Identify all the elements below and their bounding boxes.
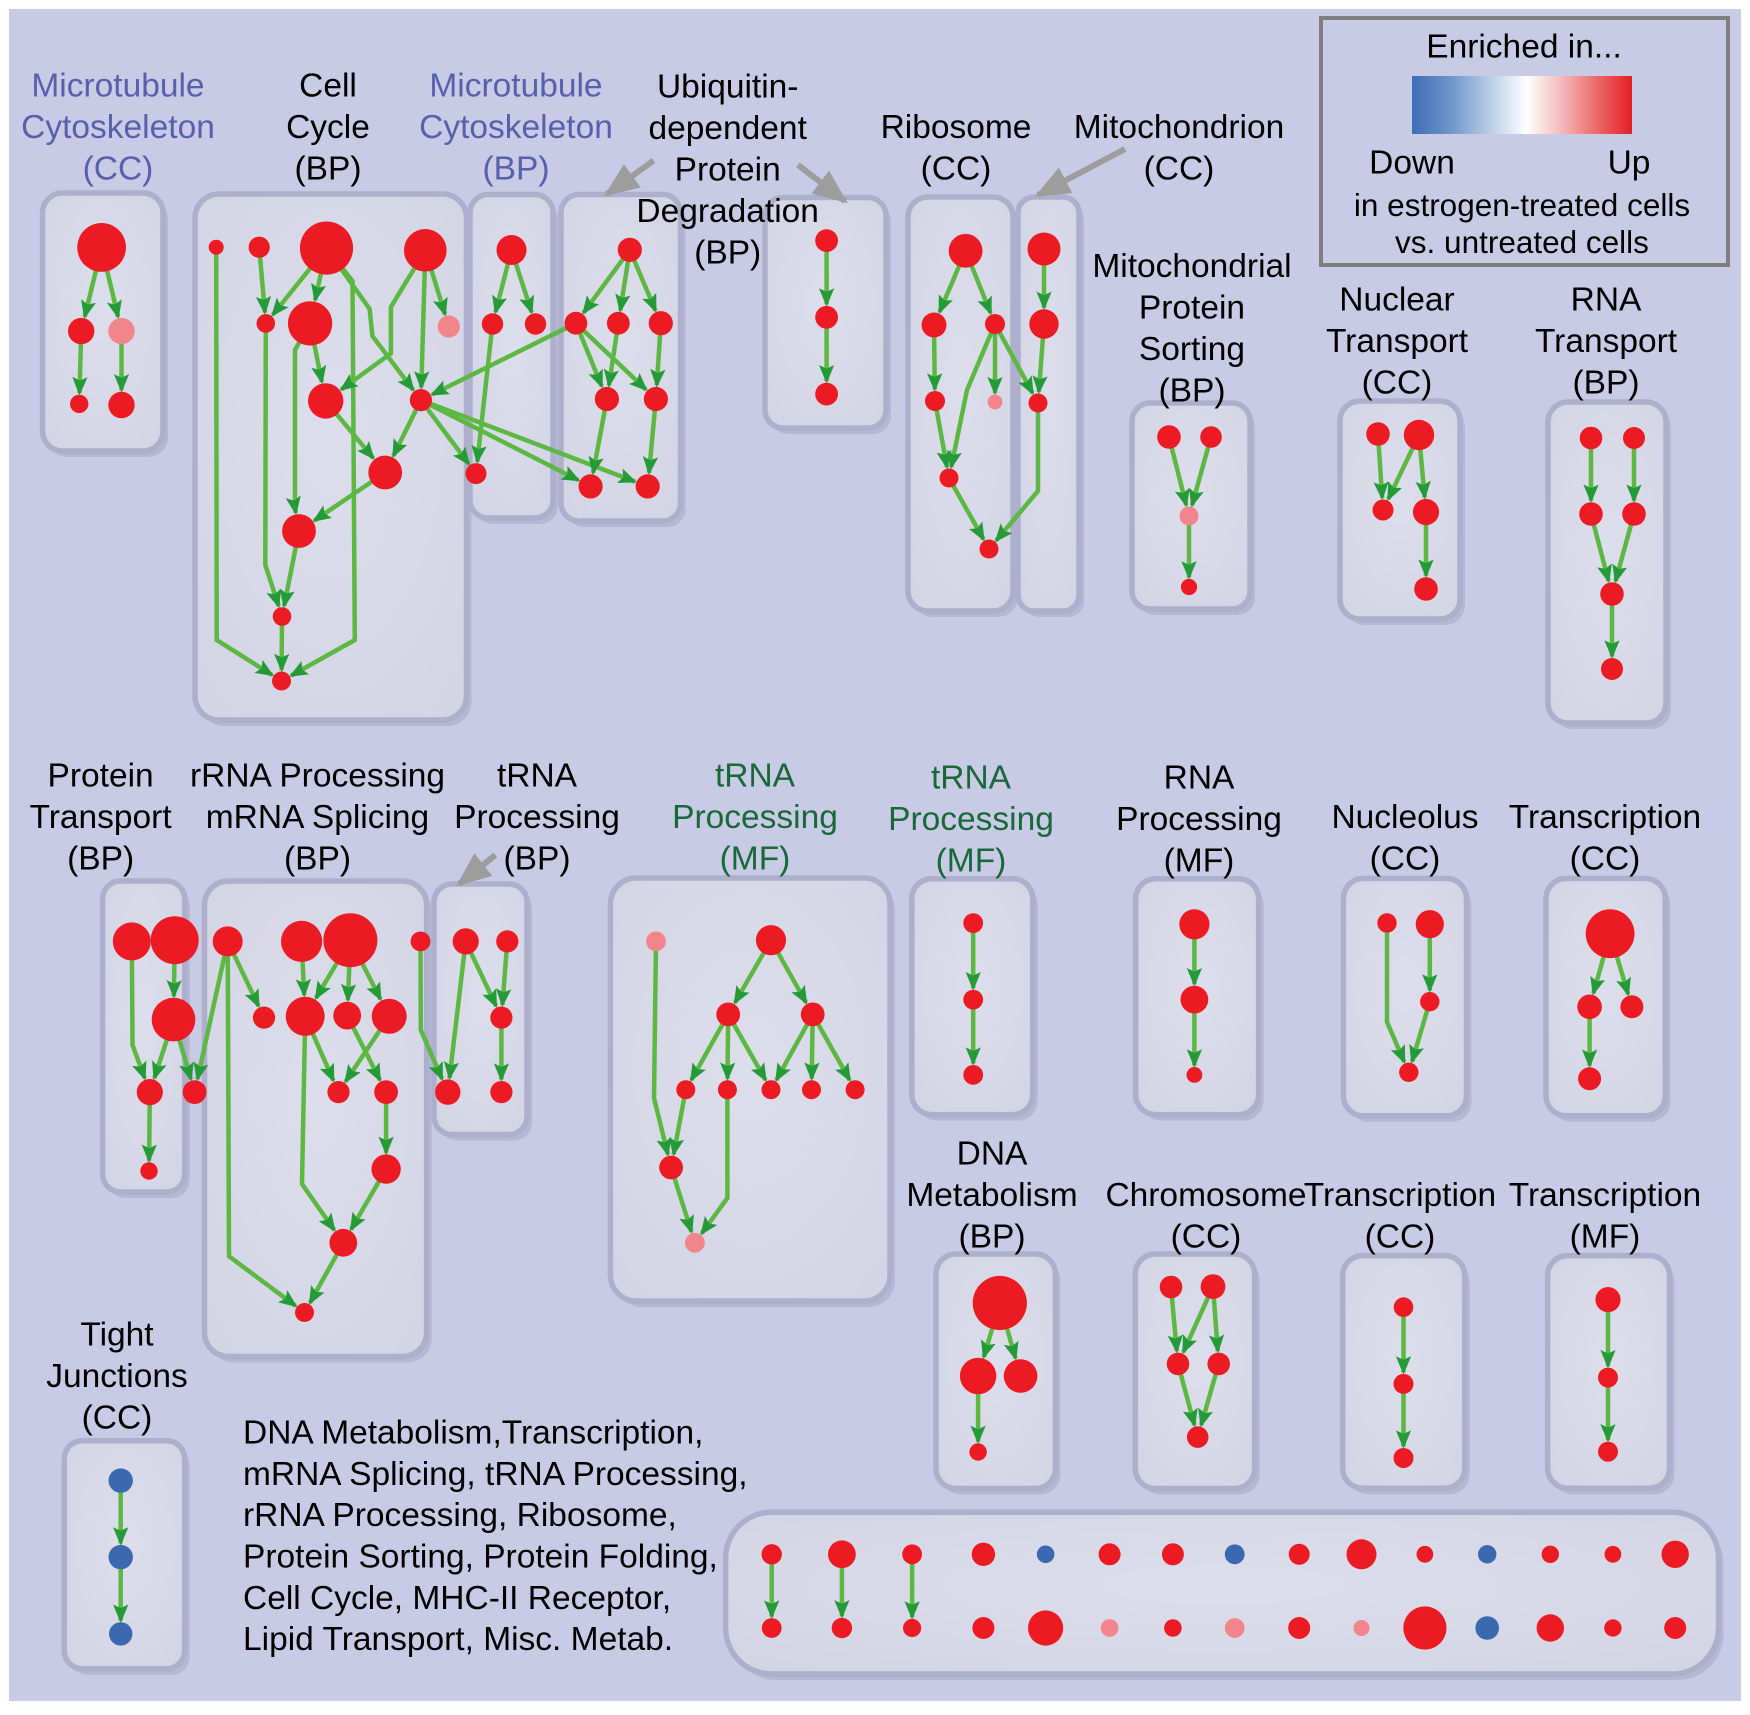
svg-text:DNA Metabolism,Transcription,: DNA Metabolism,Transcription, <box>243 1415 703 1452</box>
svg-text:(CC): (CC) <box>83 151 154 188</box>
svg-text:Transport: Transport <box>30 799 173 836</box>
svg-text:Sorting: Sorting <box>1139 331 1245 368</box>
svg-text:DNA: DNA <box>957 1136 1028 1173</box>
svg-text:Transport: Transport <box>1326 323 1469 360</box>
svg-text:(BP): (BP) <box>67 841 134 878</box>
svg-text:(BP): (BP) <box>959 1219 1026 1256</box>
svg-text:(BP): (BP) <box>504 841 571 878</box>
svg-text:Transcription: Transcription <box>1509 799 1701 836</box>
svg-text:Transcription: Transcription <box>1509 1177 1701 1214</box>
svg-text:Protein Sorting, Protein Foldi: Protein Sorting, Protein Folding, <box>243 1539 718 1576</box>
svg-text:(CC): (CC) <box>921 151 992 188</box>
svg-text:(BP): (BP) <box>1573 365 1640 402</box>
svg-text:(BP): (BP) <box>1159 373 1226 410</box>
svg-text:Ribosome: Ribosome <box>881 109 1032 146</box>
svg-text:(BP): (BP) <box>694 235 761 272</box>
svg-text:(CC): (CC) <box>1362 365 1433 402</box>
svg-text:Cell Cycle, MHC-II Receptor,: Cell Cycle, MHC-II Receptor, <box>243 1580 671 1617</box>
svg-text:(CC): (CC) <box>1144 151 1215 188</box>
svg-text:mRNA Splicing, tRNA Processing: mRNA Splicing, tRNA Processing, <box>243 1456 748 1493</box>
svg-text:tRNA: tRNA <box>931 760 1012 797</box>
svg-text:Mitochondrial: Mitochondrial <box>1092 248 1291 285</box>
svg-text:in estrogen-treated cells: in estrogen-treated cells <box>1354 187 1690 223</box>
svg-text:(CC): (CC) <box>82 1400 153 1437</box>
svg-text:Processing: Processing <box>888 801 1054 838</box>
svg-text:Lipid Transport, Misc. Metab.: Lipid Transport, Misc. Metab. <box>243 1621 673 1658</box>
svg-text:Microtubule: Microtubule <box>31 68 204 105</box>
svg-text:(CC): (CC) <box>1171 1219 1242 1256</box>
svg-text:Transcription: Transcription <box>1304 1177 1496 1214</box>
svg-text:Protein: Protein <box>675 152 781 189</box>
svg-text:Transport: Transport <box>1535 323 1678 360</box>
svg-text:mRNA Splicing: mRNA Splicing <box>206 799 429 836</box>
svg-text:Processing: Processing <box>1116 801 1282 838</box>
svg-text:Down: Down <box>1369 145 1455 182</box>
svg-text:(BP): (BP) <box>483 151 550 188</box>
svg-text:(CC): (CC) <box>1370 841 1441 878</box>
svg-text:(CC): (CC) <box>1570 841 1641 878</box>
svg-text:Degradation: Degradation <box>636 193 819 230</box>
svg-text:Processing: Processing <box>454 799 620 836</box>
svg-text:Cycle: Cycle <box>286 109 370 146</box>
svg-text:(MF): (MF) <box>936 843 1007 880</box>
svg-text:Cell: Cell <box>299 68 357 105</box>
svg-text:(MF): (MF) <box>1570 1219 1641 1256</box>
svg-text:Microtubule: Microtubule <box>429 68 602 105</box>
svg-text:Nucleolus: Nucleolus <box>1331 799 1478 836</box>
svg-text:Cytoskeleton: Cytoskeleton <box>21 109 215 146</box>
svg-text:Up: Up <box>1608 145 1651 182</box>
svg-text:Processing: Processing <box>672 799 838 836</box>
svg-text:Mitochondrion: Mitochondrion <box>1074 109 1284 146</box>
svg-text:Metabolism: Metabolism <box>906 1177 1077 1214</box>
svg-text:Cytoskeleton: Cytoskeleton <box>419 109 613 146</box>
svg-text:dependent: dependent <box>649 110 808 147</box>
svg-text:Protein: Protein <box>1139 290 1245 327</box>
svg-text:Protein: Protein <box>48 758 154 795</box>
svg-text:Junctions: Junctions <box>46 1358 188 1395</box>
svg-text:Ubiquitin-: Ubiquitin- <box>657 69 799 106</box>
svg-text:RNA: RNA <box>1571 282 1642 319</box>
svg-text:(CC): (CC) <box>1365 1219 1436 1256</box>
svg-text:rRNA Processing: rRNA Processing <box>190 758 445 795</box>
svg-text:(MF): (MF) <box>720 841 791 878</box>
svg-text:tRNA: tRNA <box>497 758 578 795</box>
svg-text:Enriched in...: Enriched in... <box>1426 29 1622 66</box>
svg-text:Tight: Tight <box>80 1317 154 1354</box>
svg-text:vs. untreated cells: vs. untreated cells <box>1395 224 1649 260</box>
svg-text:Chromosome: Chromosome <box>1105 1177 1306 1214</box>
svg-text:(MF): (MF) <box>1164 843 1235 880</box>
svg-text:(BP): (BP) <box>295 151 362 188</box>
svg-text:RNA: RNA <box>1164 760 1235 797</box>
svg-text:(BP): (BP) <box>284 841 351 878</box>
svg-text:rRNA Processing, Ribosome,: rRNA Processing, Ribosome, <box>243 1497 677 1534</box>
svg-text:tRNA: tRNA <box>715 758 796 795</box>
svg-text:Nuclear: Nuclear <box>1339 282 1454 319</box>
